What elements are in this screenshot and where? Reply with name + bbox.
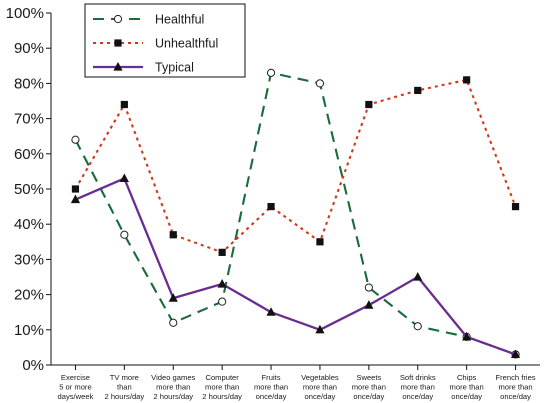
legend-healthful-point (113, 14, 123, 24)
y-tick-label: 100% (6, 5, 44, 22)
x-tick-label-line: Computer (205, 373, 239, 382)
legend-item-healthful: Healthful (93, 13, 204, 27)
x-tick-label-line: French fries (496, 373, 536, 382)
x-tick-label: Video games more than 2 hours/day (151, 373, 195, 401)
series-unhealthful-point (365, 100, 373, 109)
x-tick-label-line: Soft drinks (400, 373, 436, 382)
series-unhealthful-point (463, 76, 471, 84)
series-healthful-point (169, 318, 178, 327)
x-tick-label-line: more than (254, 383, 288, 392)
x-tick-label-line: Video games (151, 373, 195, 382)
series-unhealthful-point (218, 248, 226, 256)
x-tick-label-line: more than (498, 383, 532, 392)
x-tick-label-line: Sweets (356, 373, 381, 382)
series-typical-point (266, 307, 276, 316)
series-typical-point (70, 194, 81, 204)
legend-label-typical: Typical (155, 61, 194, 75)
series-typical-point (510, 349, 521, 359)
series-healthful-point (266, 68, 276, 77)
series-unhealthful-line (74, 78, 517, 254)
series-unhealthful-point (71, 185, 80, 193)
series-typical (70, 173, 521, 359)
series-healthful-point (71, 135, 80, 144)
series-unhealthful-point (169, 231, 177, 239)
axes: 0% 10% 20% 30% 40% 50% 60% 70% 80% 90% 100% Exercis… (6, 5, 540, 401)
series-unhealthful (71, 76, 520, 256)
x-tick-label-line: once/day (500, 392, 531, 401)
series-healthful-point (120, 230, 129, 239)
series-healthful-point (315, 79, 325, 88)
x-tick-label: Exercise 5 or more days/week (58, 373, 94, 401)
series-healthful-point (413, 322, 422, 331)
y-tick-label: 60% (14, 146, 44, 163)
x-tick-label: Fruits more than once/day (254, 373, 288, 401)
y-tick-label: 20% (14, 287, 44, 304)
series-typical-point (364, 300, 374, 309)
y-tick-label: 50% (14, 181, 44, 198)
x-tick-label-line: days/week (58, 392, 94, 401)
x-tick-label-line: Chips (457, 373, 477, 382)
legend-label-healthful: Healthful (155, 13, 204, 27)
series-typical-point (217, 279, 227, 288)
x-tick-label-line: Fruits (262, 373, 281, 382)
x-tick-label: Vegetables more than once/day (301, 373, 339, 401)
legend-item-unhealthful: Unhealthful (93, 37, 218, 51)
x-tick-label-line: once/day (256, 392, 287, 401)
series-unhealthful-point (267, 203, 275, 211)
x-tick-label-line: 2 hours/day (202, 392, 242, 401)
x-tick-label: Computer more than 2 hours/day (202, 373, 242, 401)
x-tick-label-line: once/day (353, 392, 384, 401)
y-tick-label: 80% (14, 75, 44, 92)
x-tick-label-line: 5 or more (59, 383, 92, 392)
series-lines (70, 68, 521, 359)
x-tick-label: Sweets more than once/day (352, 373, 386, 401)
y-tick-label: 30% (14, 251, 44, 268)
y-tick-label: 0% (22, 357, 44, 374)
x-tick-label: French fries more than once/day (496, 373, 536, 401)
series-unhealthful-point (120, 100, 128, 109)
series-typical-line (74, 177, 516, 356)
series-healthful-line (74, 71, 516, 356)
x-tick-label-line: once/day (451, 392, 482, 401)
series-typical-point (413, 272, 423, 281)
y-tick-label: 90% (14, 40, 44, 57)
y-tick-label: 70% (14, 111, 44, 128)
x-tick-label: TV more than 2 hours/day (105, 373, 145, 401)
x-tick-label-line: once/day (402, 392, 433, 401)
x-tick-label: Chips more than once/day (450, 373, 484, 401)
series-typical-point (119, 173, 129, 183)
series-typical-point (168, 293, 178, 302)
x-tick-label-line: more than (205, 383, 239, 392)
x-tick-label-line: Exercise (61, 373, 90, 382)
series-unhealthful-point (511, 203, 520, 211)
legend-item-typical: Typical (93, 61, 194, 75)
series-unhealthful-point (414, 86, 422, 95)
legend-typical-point (113, 62, 123, 71)
series-typical-point (462, 331, 472, 341)
legend-box (84, 3, 246, 78)
x-tick-label-line: more than (156, 383, 190, 392)
x-tick-label-line: more than (303, 383, 337, 392)
legend-unhealthful-point (114, 39, 122, 47)
series-healthful-point (364, 283, 373, 292)
series-unhealthful-point (316, 238, 324, 246)
x-tick-label-line: TV more (110, 373, 139, 382)
y-tick-label: 10% (14, 322, 44, 339)
series-typical-point (315, 324, 325, 334)
y-tick-label: 40% (14, 216, 44, 233)
x-tick-label-line: more than (352, 383, 386, 392)
x-tick-label-line: once/day (305, 392, 336, 401)
x-tick-label-line: Vegetables (301, 373, 339, 382)
legend: Healthful Unhealthful Typical (84, 3, 246, 78)
x-tick-label-line: than (117, 383, 132, 392)
x-tick-label-line: 2 hours/day (153, 392, 193, 401)
series-healthful-point (218, 297, 227, 306)
x-tick-label-line: more than (450, 383, 484, 392)
legend-label-unhealthful: Unhealthful (155, 37, 218, 51)
x-tick-label-line: 2 hours/day (105, 392, 145, 401)
x-tick-label-line: more than (401, 383, 435, 392)
x-tick-label: Soft drinks more than once/day (400, 373, 436, 401)
